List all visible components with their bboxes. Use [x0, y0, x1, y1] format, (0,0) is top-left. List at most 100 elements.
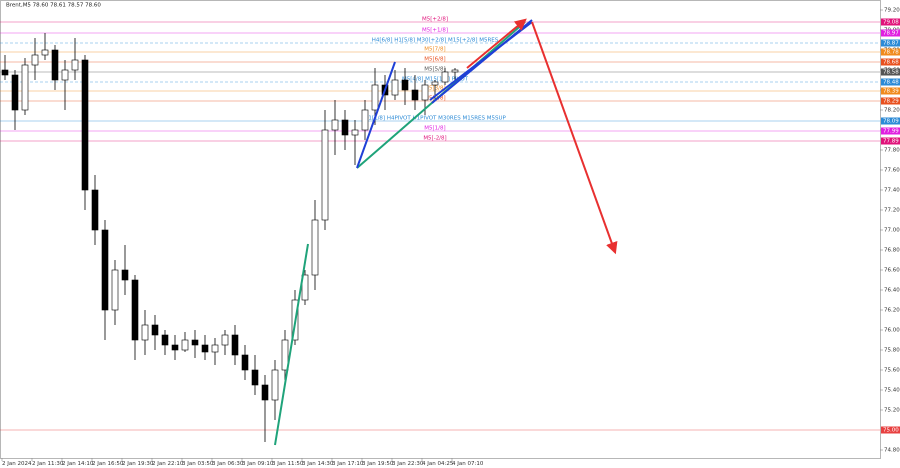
x-tick-label: 2 Jan 11:30 — [32, 461, 64, 467]
y-tick-label: 77.00 — [884, 228, 900, 234]
level-name: M5[1/8] — [424, 126, 445, 132]
y-tick-label: 76.60 — [884, 268, 900, 274]
level-price-box — [881, 97, 900, 105]
level-price: 78.87 — [883, 41, 899, 47]
y-tick-label: 76.40 — [884, 288, 900, 294]
candle-body — [11, 74, 19, 111]
level-name: M5[-2/8] — [423, 136, 446, 142]
y-tick-label: 76.20 — [884, 308, 900, 314]
level-price: 78.48 — [883, 80, 899, 86]
candle-body — [241, 354, 249, 371]
candle-body — [441, 71, 449, 83]
level-price: 77.89 — [883, 139, 899, 145]
candle-body — [391, 79, 399, 96]
x-tick-label: 4 Jan 04:25 — [422, 461, 454, 467]
candle-body — [271, 369, 279, 401]
x-tick-label: 2 Jan 16:50 — [92, 461, 124, 467]
x-tick-label: 2 Jan 19:30 — [122, 461, 154, 467]
candle-body — [281, 339, 289, 371]
x-tick-label: 3 Jan 11:50 — [272, 461, 304, 467]
candle-body — [21, 64, 29, 111]
candle-body — [131, 279, 139, 341]
candle-body — [201, 344, 209, 353]
trend-line — [274, 243, 309, 446]
trend-line — [356, 61, 396, 169]
level-price: 77.99 — [883, 129, 899, 135]
level-price-box — [881, 48, 900, 56]
level-price: 78.39 — [883, 89, 899, 95]
candle-body — [51, 49, 59, 81]
candle-body — [1, 69, 9, 76]
candle-body — [371, 84, 379, 111]
candle-body — [151, 324, 159, 336]
candle-body — [411, 89, 419, 101]
x-tick-label: 3 Jan 17:10 — [332, 461, 364, 467]
candle-body — [71, 59, 79, 71]
candle-body — [331, 119, 339, 131]
level-price: 78.29 — [883, 99, 899, 105]
chart-title: Brent,M5 78.60 78.61 78.57 78.60 — [6, 3, 101, 9]
candle-body — [181, 339, 189, 351]
level-price-box — [881, 87, 900, 95]
candle-body — [171, 344, 179, 351]
level-price-box — [881, 137, 900, 145]
y-tick-label: 76.00 — [884, 328, 900, 334]
level-price: 78.09 — [883, 119, 899, 125]
x-tick-label: 2 Jan 2024 — [2, 461, 32, 467]
level-price-box — [881, 78, 900, 86]
trend-line — [531, 21, 618, 255]
candle-body — [81, 59, 89, 191]
candle-body — [431, 81, 439, 86]
level-price-box — [881, 29, 900, 37]
level-name: M5[5/8] — [424, 67, 445, 73]
level-price-box — [881, 39, 900, 47]
candle-body — [401, 79, 409, 91]
y-tick-label: 74.80 — [884, 448, 900, 454]
candle-body — [61, 69, 69, 81]
candle-body — [251, 369, 259, 386]
y-tick-label: 77.40 — [884, 188, 900, 194]
y-tick-label: 77.60 — [884, 168, 900, 174]
level-price: 78.68 — [883, 60, 899, 66]
candle-body — [161, 334, 169, 346]
candle-body — [101, 229, 109, 311]
x-tick-label: 3 Jan 09:10 — [242, 461, 274, 467]
candle-body — [91, 189, 99, 231]
candle-body — [311, 219, 319, 276]
candle-body — [361, 109, 369, 131]
y-tick-label: 78.20 — [884, 108, 900, 114]
level-price: 79.08 — [883, 20, 899, 26]
x-tick-label: 3 Jan 22:30 — [392, 461, 424, 467]
level-name: H4[6/8] H1[5/8] M30[+2/8] M15[+2/8] M5RE… — [372, 38, 499, 44]
x-tick-label: 2 Jan 14:10 — [62, 461, 94, 467]
y-tick-label: 75.60 — [884, 368, 900, 374]
level-name: M5[+1/8] — [422, 28, 448, 34]
x-tick-label: 3 Jan 06:30 — [212, 461, 244, 467]
x-tick-label: 3 Jan 03:50 — [182, 461, 214, 467]
candle-body — [41, 49, 49, 56]
candle-body — [261, 384, 269, 401]
x-tick-label: 3 Jan 14:30 — [302, 461, 334, 467]
candle-body — [421, 84, 429, 101]
plot-border — [0, 0, 881, 459]
candle-body — [341, 119, 349, 136]
trend-line — [431, 19, 533, 104]
x-tick-label: 3 Jan 19:50 — [362, 461, 394, 467]
level-price-box — [881, 117, 900, 125]
level-name: M5[7/8] — [424, 47, 445, 53]
candle-body — [451, 69, 459, 73]
y-tick-label: 75.20 — [884, 408, 900, 414]
y-tick-label: 75.40 — [884, 388, 900, 394]
candle-body — [111, 269, 119, 311]
candle-body — [351, 129, 359, 136]
candle-body — [141, 324, 149, 341]
candle-body — [301, 274, 309, 301]
level-price: 78.58 — [883, 70, 899, 76]
y-tick-label: 75.80 — [884, 348, 900, 354]
level-price: 78.78 — [883, 50, 899, 56]
y-tick-label: 77.20 — [884, 208, 900, 214]
level-price: 78.97 — [883, 31, 899, 37]
level-price-box — [881, 18, 900, 26]
